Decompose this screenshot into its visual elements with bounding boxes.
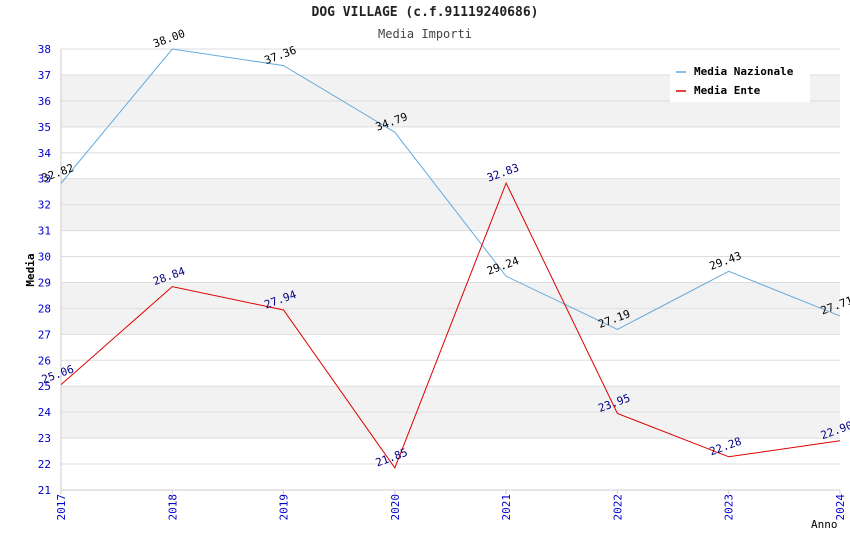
data-label: 38.00 bbox=[151, 27, 187, 51]
y-tick-label: 21 bbox=[38, 484, 51, 497]
y-tick-label: 22 bbox=[38, 458, 51, 471]
x-tick-label: 2019 bbox=[278, 494, 291, 521]
y-tick-label: 30 bbox=[38, 251, 51, 264]
y-axis-ticks: 21 22 23 24 25 26 27 28 29 30 31 32 33 34 35 36 37 38 bbox=[38, 43, 52, 497]
grid-band bbox=[61, 360, 840, 387]
x-tick-label: 2022 bbox=[611, 494, 624, 521]
y-tick-label: 34 bbox=[38, 147, 52, 160]
x-tick-label: 2023 bbox=[723, 494, 736, 521]
y-axis-label: Media bbox=[24, 253, 37, 286]
chart-title: DOG VILLAGE (c.f.91119240686) bbox=[311, 5, 539, 20]
grid-band bbox=[61, 126, 840, 153]
x-tick-label: 2017 bbox=[55, 494, 68, 521]
y-tick-label: 24 bbox=[38, 406, 52, 419]
y-tick-label: 31 bbox=[38, 225, 51, 238]
legend-label-nazionale: Media Nazionale bbox=[694, 65, 794, 78]
series-line-nazionale bbox=[60, 48, 841, 330]
legend: Media Nazionale Media Ente bbox=[670, 60, 810, 102]
y-tick-label: 35 bbox=[38, 121, 51, 134]
y-tick-label: 33 bbox=[38, 173, 51, 186]
y-tick-label: 32 bbox=[38, 199, 51, 212]
y-tick-label: 28 bbox=[38, 302, 51, 315]
x-tick-label: 2021 bbox=[500, 494, 513, 521]
grid-band bbox=[61, 438, 840, 465]
y-tick-label: 37 bbox=[38, 69, 51, 82]
axes bbox=[60, 49, 840, 491]
y-tick-label: 27 bbox=[38, 328, 51, 341]
x-tick-label: 2020 bbox=[389, 494, 402, 521]
y-tick-label: 25 bbox=[38, 380, 51, 393]
grid-band bbox=[61, 464, 840, 490]
series-line-ente bbox=[60, 181, 841, 469]
x-tick-label: 2018 bbox=[166, 494, 179, 521]
legend-box bbox=[670, 60, 810, 102]
grid-band bbox=[61, 256, 840, 283]
y-tick-label: 23 bbox=[38, 432, 51, 445]
x-axis-label: Anno bbox=[811, 518, 838, 531]
y-tick-label: 38 bbox=[38, 43, 51, 56]
x-tick-label: 2024 bbox=[834, 494, 847, 521]
legend-label-ente: Media Ente bbox=[694, 84, 761, 97]
series-lines bbox=[60, 48, 841, 469]
grid-bands bbox=[61, 48, 840, 491]
chart-subtitle: Media Importi bbox=[378, 27, 472, 41]
y-tick-label: 29 bbox=[38, 276, 51, 289]
y-tick-label: 26 bbox=[38, 354, 51, 367]
grid-band bbox=[61, 334, 840, 361]
y-tick-label: 36 bbox=[38, 95, 51, 108]
x-axis-ticks: 2017 2018 2019 2020 2021 2022 2023 2024 bbox=[55, 490, 847, 521]
grid-band bbox=[61, 230, 840, 257]
grid-band bbox=[61, 152, 840, 179]
